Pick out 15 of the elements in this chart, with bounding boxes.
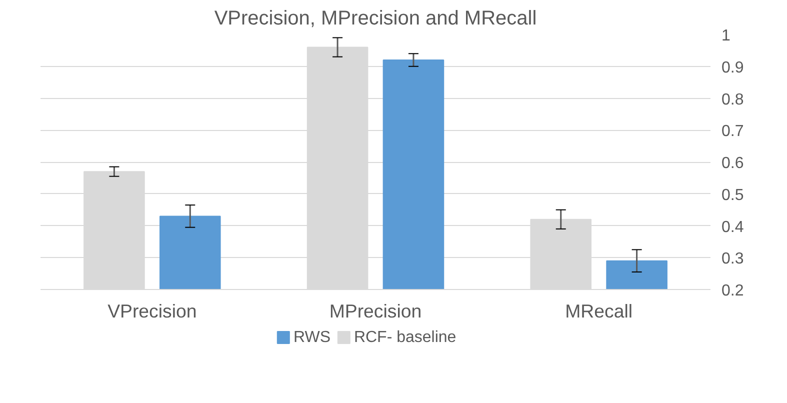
y-tick-label: 0.4 <box>722 218 744 236</box>
legend-label: RWS <box>293 329 330 346</box>
y-tick-label: 0.2 <box>722 282 744 300</box>
y-tick-label: 0.6 <box>722 155 744 172</box>
x-tick-label: VPrecision <box>108 300 197 322</box>
legend-label: RCF- baseline <box>354 329 456 346</box>
chart-title: VPrecision, MPrecision and MRecall <box>214 8 537 30</box>
y-tick-label: 1 <box>722 28 730 44</box>
x-tick-label: MRecall <box>565 300 633 322</box>
y-tick-label: 0.9 <box>722 59 744 76</box>
x-tick-label: MPrecision <box>329 300 422 322</box>
y-tick-label: 0.7 <box>722 123 744 140</box>
y-tick-label: 0.8 <box>722 91 744 108</box>
y-tick-label: 0.3 <box>722 250 744 268</box>
y-tick-label: 0.5 <box>722 186 744 204</box>
